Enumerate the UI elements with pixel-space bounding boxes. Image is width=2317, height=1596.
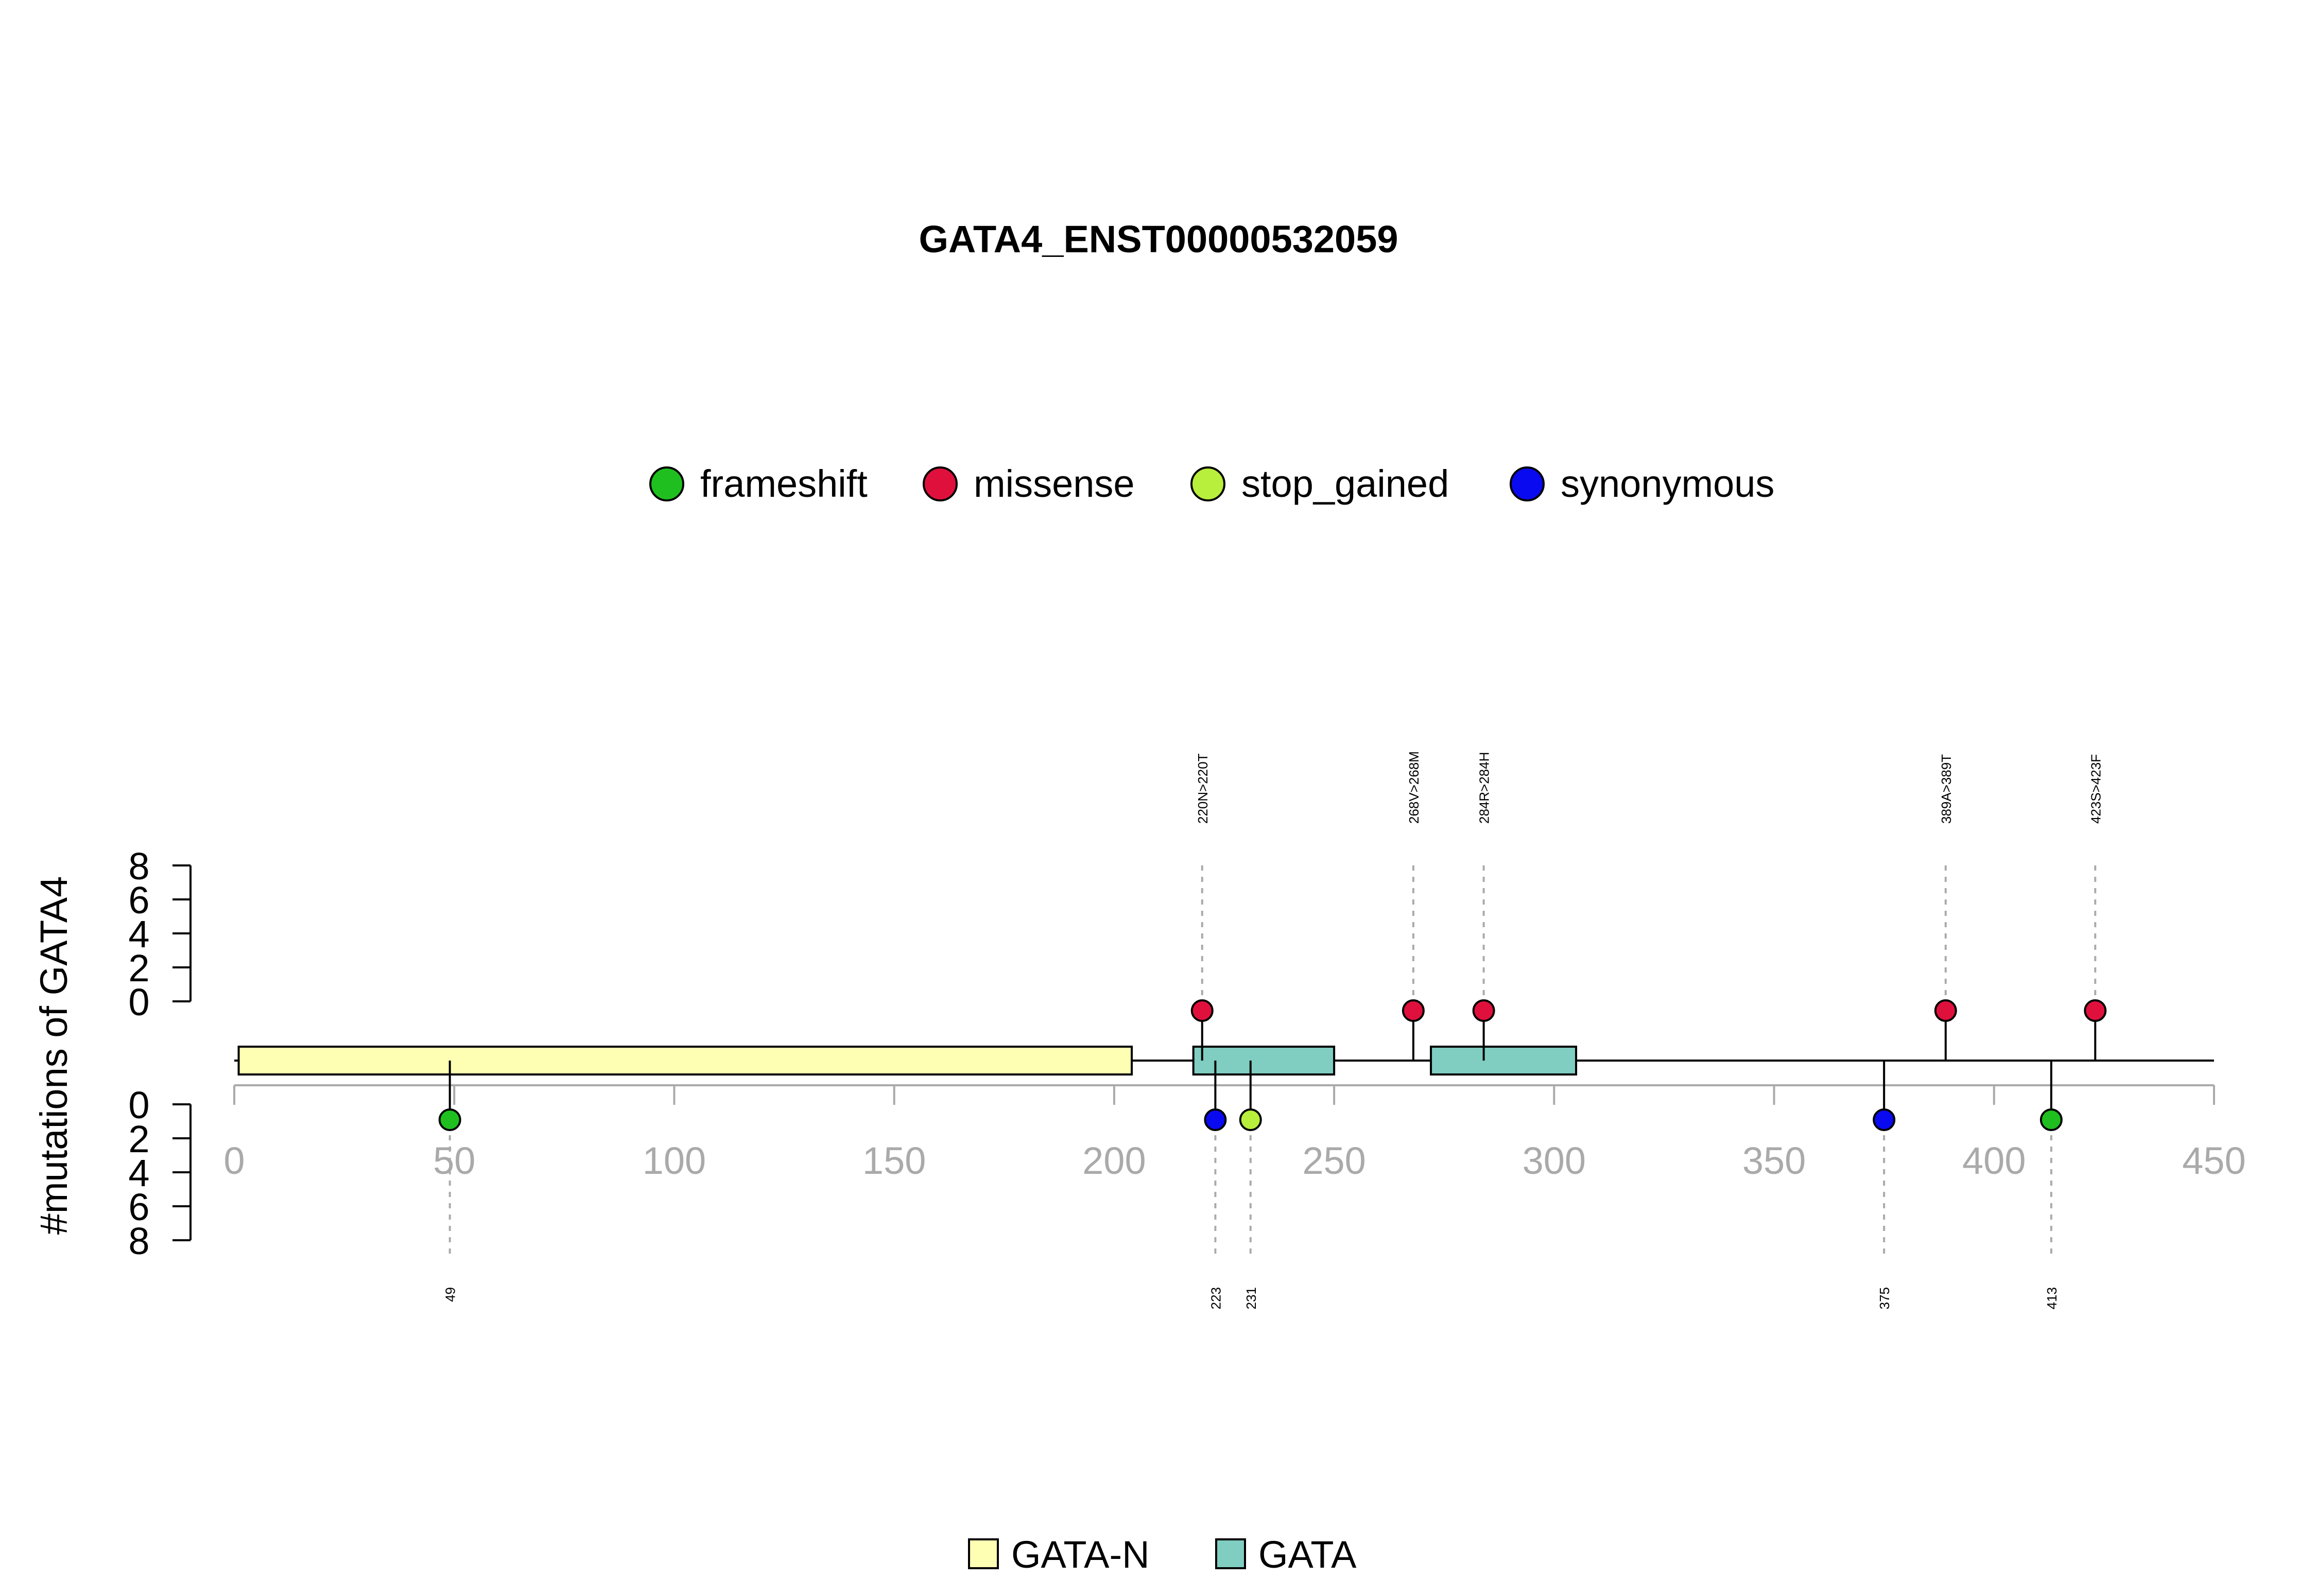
lollipop-head-top-1 bbox=[1402, 999, 1425, 1022]
legend-marker-stop_gained bbox=[1190, 466, 1225, 501]
y-top-tick-label-4: 4 bbox=[128, 913, 149, 956]
mutation-label-bottom-3: 375 bbox=[1877, 1287, 1892, 1309]
y-top-tick-label-2: 2 bbox=[128, 947, 149, 990]
mutation-label-top-3: 389A>389T bbox=[1939, 754, 1954, 824]
y-top-tick-label-6: 6 bbox=[128, 879, 149, 922]
domain-box-2 bbox=[1430, 1046, 1578, 1075]
domain-legend-swatch-0 bbox=[968, 1538, 999, 1569]
y-bottom-tick-label-0: 0 bbox=[128, 1084, 149, 1126]
legend-marker-synonymous bbox=[1510, 466, 1545, 501]
lollipop-head-top-3 bbox=[1934, 999, 1957, 1022]
y-axis-label: #mutations of GATA4 bbox=[32, 876, 75, 1235]
mutation-label-top-2: 284R>284H bbox=[1477, 752, 1492, 824]
x-tick-label-50: 50 bbox=[433, 1139, 475, 1182]
x-tick-label-400: 400 bbox=[1962, 1139, 2026, 1182]
domain-legend-label-1: GATA bbox=[1258, 1533, 1357, 1576]
mutation-label-bottom-1: 223 bbox=[1208, 1287, 1223, 1309]
domain-legend-swatch-1 bbox=[1215, 1538, 1246, 1569]
legend-label-missense: missense bbox=[974, 462, 1135, 505]
x-tick-label-200: 200 bbox=[1082, 1139, 1146, 1182]
x-tick-label-450: 450 bbox=[2182, 1139, 2245, 1182]
lollipop-head-bottom-2 bbox=[1239, 1108, 1262, 1131]
x-tick-label-100: 100 bbox=[643, 1139, 706, 1182]
x-tick-label-250: 250 bbox=[1302, 1139, 1365, 1182]
x-tick-label-350: 350 bbox=[1742, 1139, 1806, 1182]
legend-label-frameshift: frameshift bbox=[700, 462, 868, 505]
mutation-label-top-0: 220N>220T bbox=[1195, 753, 1211, 824]
lollipops-bottom: 49 223 231 375 413 bbox=[438, 1061, 2063, 1309]
y-top-tick-label-0: 0 bbox=[128, 981, 149, 1023]
y-bottom-tick-label-4: 4 bbox=[128, 1152, 149, 1194]
y-bottom-tick-label-8: 8 bbox=[128, 1220, 149, 1262]
y-top-tick-label-8: 8 bbox=[128, 845, 149, 888]
mutation-label-bottom-2: 231 bbox=[1243, 1287, 1259, 1309]
domain-box-0 bbox=[237, 1046, 1133, 1075]
x-tick-label-0: 0 bbox=[223, 1139, 245, 1182]
lollipop-head-top-0 bbox=[1190, 999, 1214, 1022]
mutation-label-bottom-4: 413 bbox=[2044, 1287, 2060, 1309]
mutation-legend: frameshift missense stop_gained synonymous bbox=[649, 462, 1774, 505]
legend-marker-missense bbox=[923, 466, 958, 501]
y-bottom-tick-label-2: 2 bbox=[128, 1118, 149, 1160]
mutation-label-bottom-0: 49 bbox=[443, 1287, 458, 1302]
domain-box-1 bbox=[1192, 1046, 1336, 1075]
lollipop-head-bottom-1 bbox=[1204, 1108, 1227, 1131]
x-axis: 0 50 100 150 200 250 300 350 400 450 bbox=[223, 1084, 2246, 1182]
lollipop-head-bottom-0 bbox=[438, 1108, 461, 1131]
legend-label-stop_gained: stop_gained bbox=[1241, 462, 1449, 505]
lollipop-head-bottom-4 bbox=[2039, 1108, 2063, 1131]
mutation-label-top-4: 423S>423F bbox=[2088, 754, 2103, 824]
domain-legend-label-0: GATA-N bbox=[1011, 1533, 1150, 1576]
legend-label-synonymous: synonymous bbox=[1561, 462, 1774, 505]
domain-boxes bbox=[237, 1046, 1578, 1075]
mutation-label-top-1: 268V>268M bbox=[1406, 751, 1422, 824]
lollipop-head-bottom-3 bbox=[1873, 1108, 1896, 1131]
lollipops-top: 220N>220T 268V>268M 284R>284H 389A>389T 423S… bbox=[1190, 751, 2107, 1061]
x-tick-label-300: 300 bbox=[1523, 1139, 1586, 1182]
domain-legend: GATA-N GATA bbox=[968, 1533, 1357, 1576]
x-tick-label-150: 150 bbox=[862, 1139, 926, 1182]
lollipop-head-top-2 bbox=[1472, 999, 1495, 1022]
y-bottom-tick-label-6: 6 bbox=[128, 1186, 149, 1228]
lollipop-head-top-4 bbox=[2084, 999, 2107, 1022]
chart-title: GATA4_ENST00000532059 bbox=[919, 218, 1398, 261]
legend-marker-frameshift bbox=[649, 466, 684, 501]
